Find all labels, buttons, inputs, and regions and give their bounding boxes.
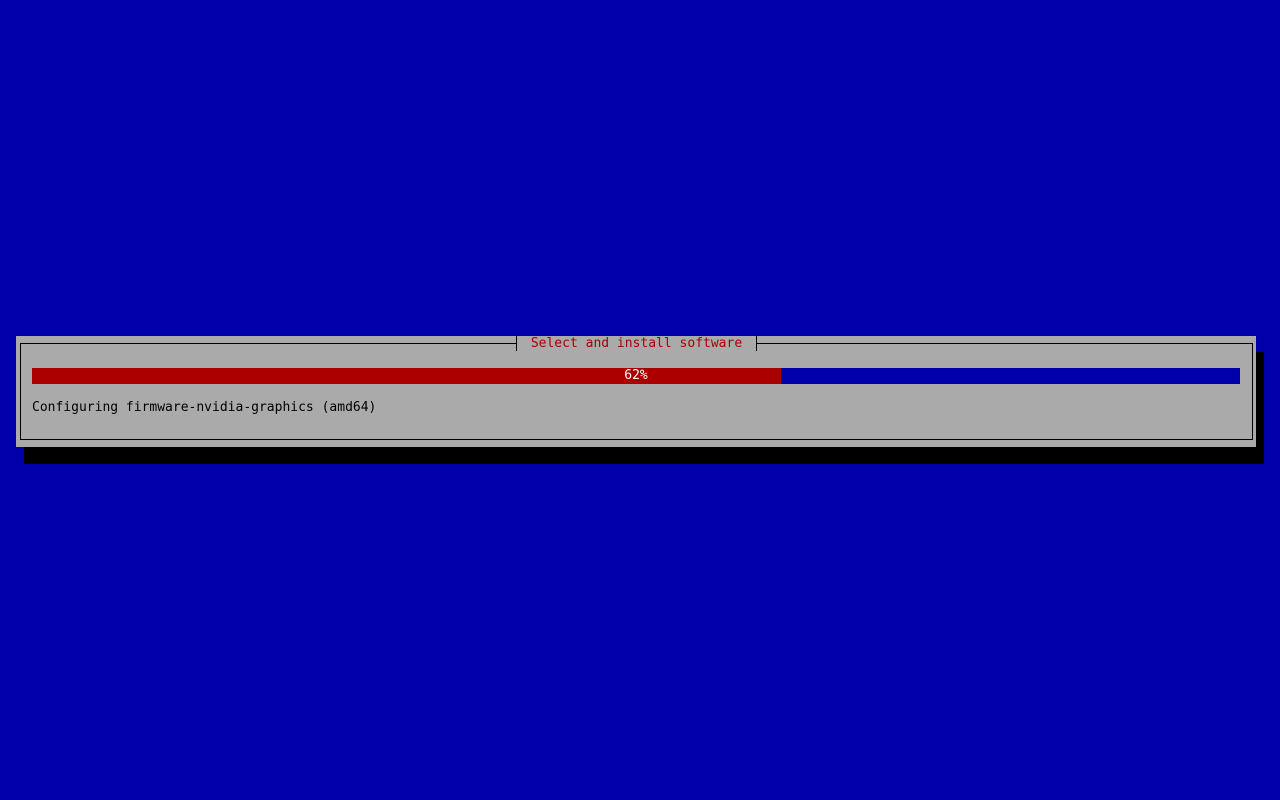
dialog-border — [20, 343, 1253, 440]
progress-bar: 62% — [32, 368, 1240, 384]
dialog-title: Select and install software — [516, 336, 757, 351]
status-message: Configuring firmware-nvidia-graphics (am… — [32, 400, 377, 415]
progress-dialog: Select and install software 62% Configur… — [16, 336, 1256, 447]
progress-percent: 62% — [624, 368, 648, 383]
progress-fill — [32, 368, 781, 384]
